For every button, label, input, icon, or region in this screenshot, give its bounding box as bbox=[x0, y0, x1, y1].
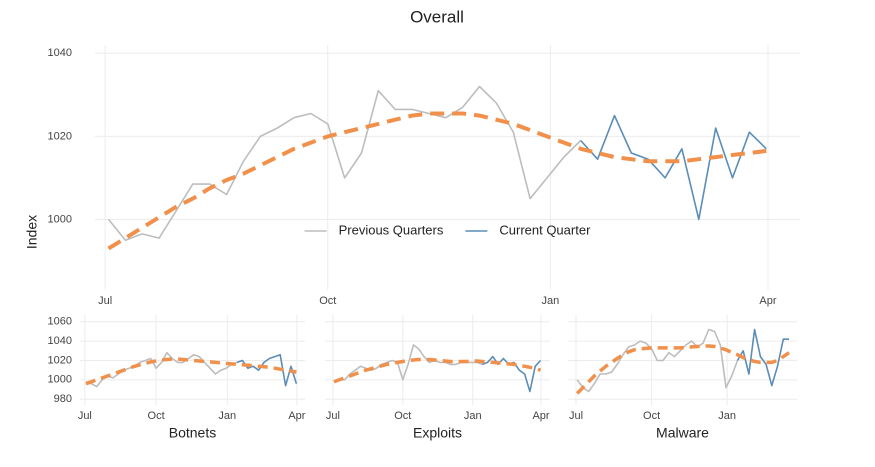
chart-title: Overall bbox=[410, 7, 464, 26]
series-line bbox=[736, 328, 789, 387]
x-tick-label: Jan bbox=[218, 410, 236, 422]
legend-label: Previous Quarters bbox=[339, 222, 444, 237]
y-tick-label: 1040 bbox=[48, 335, 72, 347]
x-tick-label: Jul bbox=[78, 410, 92, 422]
panel: Jul Oct Jan Apr bbox=[325, 315, 550, 422]
x-tick-label: Jan bbox=[718, 410, 736, 422]
series-line bbox=[236, 353, 298, 387]
series-line bbox=[85, 351, 238, 388]
panel: Jul Oct Jan bbox=[568, 315, 797, 422]
x-tick-label: Apr bbox=[759, 295, 776, 307]
y-tick-label: 1020 bbox=[48, 130, 72, 142]
y-tick-label: 1020 bbox=[48, 354, 72, 366]
x-tick-label: Jul bbox=[326, 410, 340, 422]
x-tick-label: Apr bbox=[532, 410, 549, 422]
panel-title: Exploits bbox=[413, 425, 462, 441]
series-line bbox=[107, 85, 582, 241]
x-tick-label: Oct bbox=[148, 410, 165, 422]
y-tick-label: 980 bbox=[54, 393, 72, 405]
x-tick-label: Jan bbox=[542, 295, 560, 307]
panel: 1000 1020 1040 Jul Oct Jan Apr bbox=[48, 45, 800, 307]
x-tick-label: Jan bbox=[464, 410, 482, 422]
y-tick-label: 1000 bbox=[48, 213, 72, 225]
series-line bbox=[576, 328, 739, 393]
y-tick-label: 1000 bbox=[48, 374, 72, 386]
trend-line bbox=[107, 111, 767, 251]
series-line bbox=[580, 114, 767, 221]
panel-title: Botnets bbox=[169, 425, 216, 441]
panel-title: Malware bbox=[656, 425, 709, 441]
trend-line bbox=[85, 357, 297, 386]
x-tick-label: Oct bbox=[394, 410, 411, 422]
panel: 980 1000 1020 1040 1060 Jul Oct Jan Apr bbox=[48, 315, 306, 422]
x-tick-label: Apr bbox=[288, 410, 305, 422]
legend: Previous Quarters Current Quarter bbox=[304, 222, 591, 237]
x-tick-label: Oct bbox=[319, 295, 336, 307]
legend-label: Current Quarter bbox=[499, 222, 591, 237]
series-line bbox=[333, 344, 483, 383]
y-axis-label: Index bbox=[24, 215, 40, 249]
x-tick-label: Jul bbox=[98, 295, 112, 307]
trend-line bbox=[333, 357, 542, 384]
x-tick-label: Jul bbox=[569, 410, 583, 422]
y-tick-label: 1040 bbox=[48, 47, 72, 59]
x-tick-label: Oct bbox=[643, 410, 660, 422]
trend-line bbox=[575, 344, 790, 395]
y-tick-label: 1060 bbox=[48, 316, 72, 328]
